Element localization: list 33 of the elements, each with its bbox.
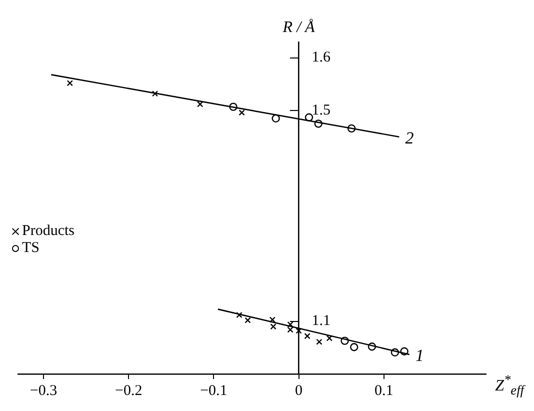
point bbox=[316, 338, 322, 345]
point bbox=[390, 348, 400, 356]
y-tick-label: 1.1 bbox=[312, 313, 331, 330]
point bbox=[326, 335, 333, 342]
point bbox=[304, 113, 314, 122]
point bbox=[238, 110, 245, 116]
point bbox=[314, 120, 322, 128]
point bbox=[229, 102, 238, 111]
point bbox=[66, 80, 73, 86]
x-tick-label: −0.1 bbox=[200, 382, 228, 399]
y-axis-title: R / Å bbox=[282, 18, 316, 36]
point bbox=[152, 90, 158, 97]
x-tick-label: −0.2 bbox=[115, 382, 142, 399]
point bbox=[244, 317, 251, 324]
point bbox=[340, 336, 349, 345]
y-tick-label: 1.5 bbox=[312, 102, 331, 118]
point bbox=[236, 312, 242, 318]
point bbox=[272, 114, 280, 123]
x-tick-label: 0.1 bbox=[374, 382, 394, 399]
point bbox=[350, 343, 358, 352]
legend-label: Products bbox=[22, 223, 74, 240]
point bbox=[296, 328, 302, 334]
x-tick-label: 0 bbox=[295, 382, 303, 399]
y-tick-label: 1.6 bbox=[312, 50, 332, 66]
point bbox=[347, 124, 356, 133]
annotation: 2 bbox=[405, 128, 414, 148]
legend-label: TS bbox=[22, 240, 40, 257]
point bbox=[368, 342, 376, 351]
point bbox=[197, 101, 204, 108]
x-tick-label: −0.3 bbox=[30, 382, 58, 399]
point bbox=[304, 332, 310, 340]
point bbox=[400, 347, 408, 356]
annotation: 1 bbox=[415, 346, 424, 365]
